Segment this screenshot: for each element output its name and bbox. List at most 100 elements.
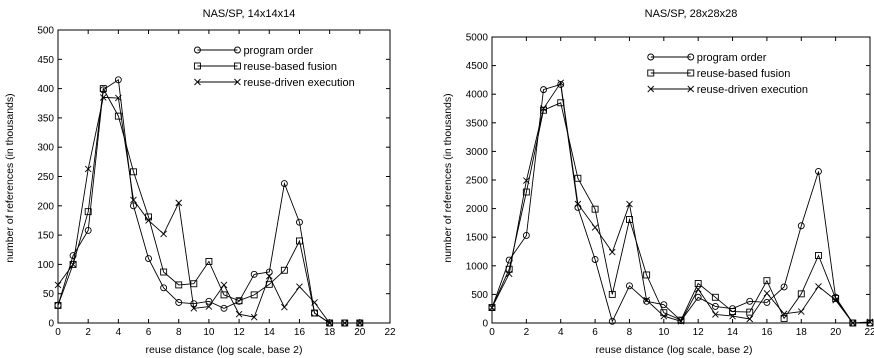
data-point-x xyxy=(356,319,364,327)
y-tick-label: 2000 xyxy=(466,204,489,215)
legend-marker xyxy=(647,85,655,93)
data-point-x xyxy=(220,281,228,289)
x-tick-label: 6 xyxy=(592,327,598,338)
data-point-x xyxy=(69,261,77,268)
x-tick-label: 14 xyxy=(264,327,276,338)
data-point-circle xyxy=(130,202,137,210)
legend-marker xyxy=(233,62,241,70)
data-point-square xyxy=(311,309,318,317)
data-point-circle xyxy=(780,283,788,291)
x-tick-label: 22 xyxy=(864,327,874,338)
data-point-x xyxy=(130,196,137,204)
legend-marker xyxy=(647,53,655,61)
series-line-x xyxy=(491,81,871,324)
data-point-x xyxy=(643,296,650,304)
data-point-x xyxy=(99,94,107,101)
data-point-square xyxy=(591,205,599,213)
y-tick-label: 1000 xyxy=(466,261,489,272)
legend-marker xyxy=(194,78,201,86)
data-point-x xyxy=(265,272,273,280)
data-point-square xyxy=(522,188,530,196)
y-tick-label: 4000 xyxy=(466,90,489,101)
data-point-x xyxy=(205,303,213,310)
data-point-square xyxy=(608,290,616,298)
data-point-circle xyxy=(746,297,754,305)
chart-left: NAS/SP, 14x14x14 reuse distance (log sca… xyxy=(4,8,396,356)
data-point-x xyxy=(660,312,668,320)
data-point-square xyxy=(250,291,258,299)
data-point-square xyxy=(866,319,874,327)
legend-marker xyxy=(193,46,201,54)
data-point-square xyxy=(220,291,228,299)
data-point-square xyxy=(190,280,198,288)
data-point-x xyxy=(815,283,822,290)
x-tick-label: 12 xyxy=(693,327,705,338)
x-tick-label: 4 xyxy=(558,327,564,338)
data-point-square xyxy=(160,268,168,276)
x-tick-label: 20 xyxy=(830,327,842,338)
data-point-x xyxy=(780,310,788,318)
data-point-circle xyxy=(69,252,77,260)
plot-frame xyxy=(57,29,391,324)
data-point-x xyxy=(523,177,530,184)
y-tick-label: 4500 xyxy=(466,61,489,72)
data-point-x xyxy=(175,199,183,207)
y-tick-label: 3000 xyxy=(466,147,489,158)
legend-label: reuse-based fusion xyxy=(697,68,791,80)
plot-frame xyxy=(491,36,871,324)
data-point-square xyxy=(780,314,788,322)
data-point-x xyxy=(296,283,303,290)
data-point-circle xyxy=(711,302,719,310)
data-point-circle xyxy=(84,226,92,234)
x-tick-label: 8 xyxy=(176,327,182,338)
x-tick-label: 4 xyxy=(116,327,122,338)
x-tick-label: 0 xyxy=(55,327,61,338)
series-line-square xyxy=(57,87,360,324)
data-point-square xyxy=(746,308,754,316)
y-tick-label: 250 xyxy=(37,172,54,183)
data-point-square xyxy=(694,280,702,287)
x-tick-label: 8 xyxy=(627,327,633,338)
data-point-square xyxy=(711,293,719,301)
data-point-circle xyxy=(250,270,258,278)
y-tick-label: 500 xyxy=(471,290,488,301)
data-point-square xyxy=(235,297,243,305)
data-point-x xyxy=(729,312,736,320)
data-point-x xyxy=(145,217,152,224)
x-tick-label: 22 xyxy=(384,327,396,338)
data-point-circle xyxy=(205,297,213,305)
data-point-square xyxy=(280,266,288,274)
y-tick-label: 150 xyxy=(37,231,54,242)
x-tick-label: 10 xyxy=(658,327,670,338)
series-line-circle xyxy=(57,79,360,324)
data-point-x xyxy=(591,224,599,231)
data-point-circle xyxy=(114,76,122,84)
chart-title: NAS/SP, 28x28x28 xyxy=(645,8,738,20)
y-tick-label: 500 xyxy=(37,26,54,37)
legend-label: program order xyxy=(243,45,313,57)
data-point-square xyxy=(797,290,805,298)
data-point-x xyxy=(866,318,874,326)
data-point-circle xyxy=(557,81,565,88)
x-tick-label: 14 xyxy=(727,327,739,338)
data-point-circle xyxy=(660,301,668,309)
data-point-circle xyxy=(763,298,771,306)
series-line-circle xyxy=(491,83,870,324)
data-point-circle xyxy=(145,255,152,262)
data-point-square xyxy=(205,258,213,265)
y-axis-label: number of references (in thousands) xyxy=(442,93,454,262)
data-point-x xyxy=(281,303,288,311)
data-point-square xyxy=(763,277,771,285)
legend-marker xyxy=(193,62,201,70)
data-point-circle xyxy=(540,86,547,94)
data-point-x xyxy=(250,313,258,321)
data-point-circle xyxy=(522,232,530,239)
x-tick-label: 10 xyxy=(203,327,215,338)
data-point-x xyxy=(540,105,547,112)
data-point-x xyxy=(763,289,771,297)
data-point-circle xyxy=(296,218,303,226)
data-point-x xyxy=(160,230,167,238)
x-tick-label: 16 xyxy=(294,327,306,338)
data-point-square xyxy=(540,106,547,114)
legend-marker xyxy=(647,69,655,77)
